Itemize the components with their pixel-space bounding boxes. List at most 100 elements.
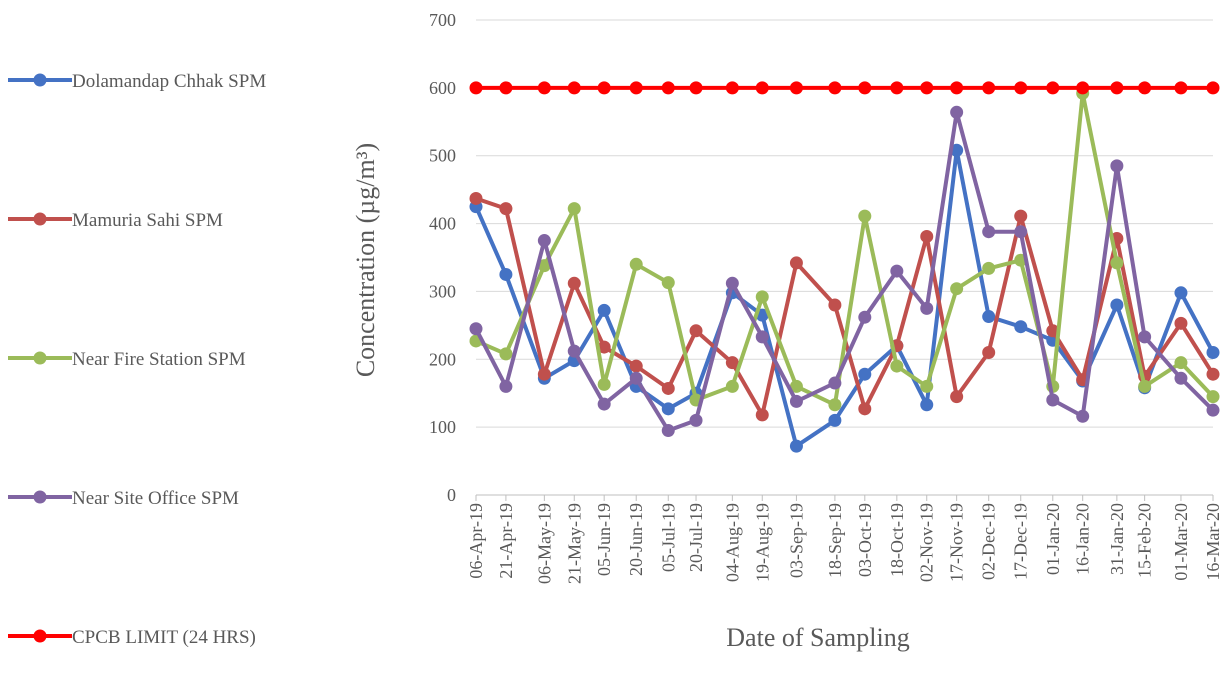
data-point (789, 256, 803, 270)
x-tick-label: 04-Aug-19 (722, 503, 742, 582)
y-tick-label: 300 (429, 281, 456, 301)
data-point (789, 379, 803, 393)
series-line (474, 110, 1215, 433)
data-point (1076, 81, 1090, 95)
data-point (689, 413, 703, 427)
x-tick-label: 01-Mar-20 (1171, 503, 1191, 581)
x-tick-label: 20-Jul-19 (686, 503, 706, 572)
data-point (1206, 403, 1220, 417)
data-point (1138, 81, 1152, 95)
x-tick-label: 16-Jan-20 (1073, 503, 1093, 575)
data-point (1138, 379, 1152, 393)
data-point (828, 81, 842, 95)
data-point (1206, 367, 1220, 381)
data-point (469, 322, 483, 336)
data-point (661, 276, 675, 290)
data-point (890, 359, 904, 373)
legend-item: Near Site Office SPM (8, 488, 239, 509)
data-point (828, 298, 842, 312)
data-point (858, 310, 872, 324)
data-point (537, 81, 551, 95)
data-point (499, 267, 513, 281)
legend-label: Mamuria Sahi SPM (72, 210, 223, 231)
y-tick-label: 200 (429, 349, 456, 369)
data-point (755, 330, 769, 344)
data-point (858, 81, 872, 95)
data-point (1014, 225, 1028, 239)
data-point (629, 257, 643, 271)
data-point (661, 424, 675, 438)
x-tick-label: 06-Apr-19 (466, 503, 486, 579)
data-point (1110, 81, 1124, 95)
x-tick-label: 16-Mar-20 (1203, 503, 1223, 581)
data-point (890, 81, 904, 95)
data-point (597, 377, 611, 391)
data-point (1046, 393, 1060, 407)
data-point (661, 381, 675, 395)
data-point (629, 81, 643, 95)
series (469, 191, 1220, 422)
data-point (920, 398, 934, 412)
x-tick-label: 18-Oct-19 (887, 503, 907, 577)
legend-label: CPCB LIMIT (24 HRS) (72, 627, 256, 648)
data-point (789, 81, 803, 95)
legend-marker-icon (33, 73, 47, 87)
data-point (982, 81, 996, 95)
x-tick-label: 18-Sep-19 (825, 503, 845, 578)
data-point (597, 340, 611, 354)
data-point (920, 301, 934, 315)
data-point (920, 229, 934, 243)
data-point (1174, 371, 1188, 385)
legend-item: Dolamandap Chhak SPM (8, 71, 266, 92)
x-tick-label: 15-Feb-20 (1135, 503, 1155, 578)
x-axis-title: Date of Sampling (726, 623, 909, 652)
data-point (982, 346, 996, 359)
legend-label: Near Fire Station SPM (72, 349, 246, 370)
x-tick-label: 03-Oct-19 (855, 503, 875, 577)
y-axis-ticks: 0 100 200 300 400 500 600 700 (429, 10, 456, 505)
y-tick-label: 700 (429, 10, 456, 30)
series-group (469, 81, 1220, 453)
data-point (567, 202, 581, 216)
x-axis-ticks: 06-Apr-19 21-Apr-19 06-May-19 21-May-19 05-J… (466, 495, 1223, 584)
data-point (537, 259, 551, 273)
x-tick-label: 17-Nov-19 (947, 503, 967, 582)
series-line (475, 91, 1215, 407)
x-tick-label: 31-Jan-20 (1107, 503, 1127, 575)
data-point (890, 264, 904, 278)
data-point (1014, 209, 1028, 223)
data-point (1206, 390, 1220, 404)
data-point (1046, 324, 1060, 338)
legend-marker-icon (33, 351, 47, 365)
data-point (789, 439, 803, 453)
data-point (1110, 298, 1124, 312)
data-point (1206, 346, 1220, 359)
data-point (858, 402, 872, 416)
data-point (950, 105, 964, 119)
data-point (499, 81, 513, 95)
y-axis-title: Concentration (µg/m³) (351, 143, 380, 377)
legend-label: Dolamandap Chhak SPM (72, 71, 266, 92)
x-tick-label: 03-Sep-19 (786, 503, 806, 578)
data-point (597, 397, 611, 411)
legend-item: CPCB LIMIT (24 HRS) (8, 627, 256, 648)
legend-item: Near Fire Station SPM (8, 349, 246, 370)
legend-marker-icon (33, 629, 47, 643)
data-point (1138, 330, 1152, 344)
data-point (828, 413, 842, 427)
data-point (597, 81, 611, 95)
data-point (950, 282, 964, 296)
data-point (950, 81, 964, 95)
y-tick-label: 0 (447, 485, 456, 505)
data-point (982, 310, 996, 324)
data-point (629, 371, 643, 385)
data-point (597, 303, 611, 317)
data-point (755, 290, 769, 304)
data-point (499, 202, 513, 216)
data-point (1110, 256, 1124, 270)
y-tick-label: 400 (429, 214, 456, 234)
data-point (725, 276, 739, 290)
data-point (1206, 81, 1220, 95)
data-point (629, 359, 643, 373)
